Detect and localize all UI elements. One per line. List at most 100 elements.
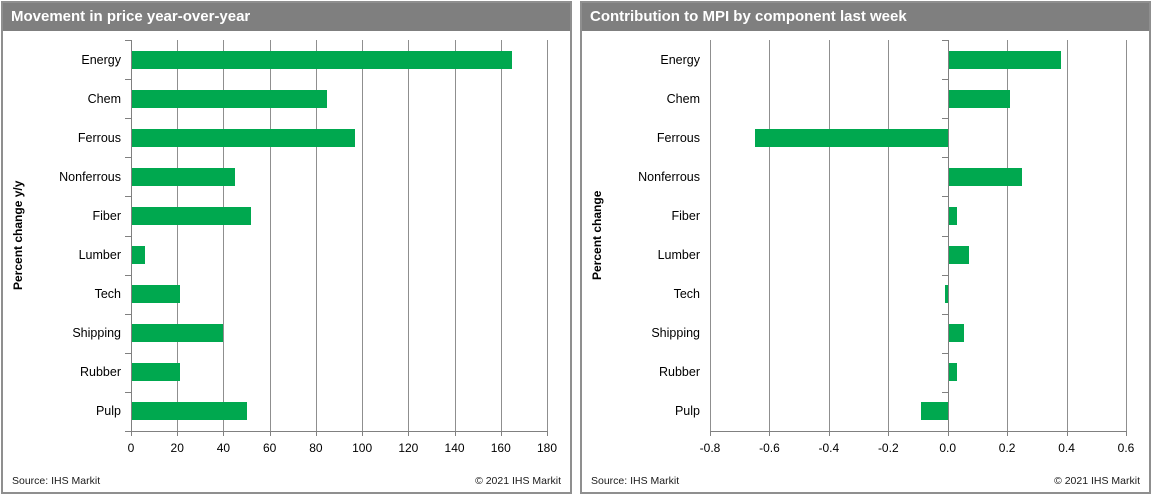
chart-area-price-yoy: Percent change y/y 0 20 40 60 80 100 120 140 160… [3, 31, 570, 461]
x-axis-tick [362, 431, 364, 436]
copyright-note: © 2021 IHS Markit [475, 475, 561, 487]
x-axis-tick [888, 431, 890, 436]
x-tick-label: -0.2 [877, 441, 899, 455]
chart-title: Contribution to MPI by component last we… [582, 3, 1149, 31]
category-axis-tick [125, 157, 131, 159]
category-label: Shipping [651, 326, 700, 341]
category-label: Fiber [92, 208, 121, 223]
gridline [223, 40, 225, 431]
bar-ferrous [131, 128, 356, 147]
x-tick-label: 160 [490, 441, 511, 455]
gridline [769, 40, 771, 431]
gridline [547, 40, 548, 431]
category-axis [131, 40, 132, 431]
category-axis-tick [125, 431, 131, 432]
category-label: Ferrous [656, 130, 700, 145]
category-axis-tick [125, 196, 131, 198]
category-label: Ferrous [77, 130, 121, 145]
chart-panel-price-yoy: Movement in price year-over-year Percent… [1, 1, 572, 494]
gridline [408, 40, 410, 431]
x-axis-tick [315, 431, 317, 436]
x-tick-label: 80 [309, 441, 323, 455]
gridline [828, 40, 830, 431]
x-tick-label: -0.8 [699, 441, 721, 455]
category-label: Shipping [72, 326, 121, 341]
x-tick-label: 120 [398, 441, 419, 455]
x-axis-tick [1007, 431, 1009, 436]
category-axis-tick [125, 313, 131, 315]
bar-rubber [947, 363, 957, 382]
x-axis-tick [500, 431, 502, 436]
category-label: Rubber [80, 365, 121, 380]
category-axis-tick [941, 235, 948, 237]
source-note: Source: IHS Markit [591, 475, 680, 487]
x-tick-label: 40 [216, 441, 231, 455]
x-axis-tick [828, 431, 830, 436]
category-label: Energy [660, 52, 700, 67]
x-axis-tick [454, 431, 456, 436]
gridline [177, 40, 179, 431]
category-label: Nonferrous [59, 169, 121, 184]
gridline [454, 40, 456, 431]
x-tick-label: 0.6 [1117, 441, 1135, 455]
bar-fiber [947, 206, 957, 225]
category-axis-tick [941, 391, 948, 393]
gridline [1066, 40, 1068, 431]
category-label: Chem [666, 91, 700, 106]
x-tick-label: 0 [127, 441, 135, 455]
gridline [269, 40, 271, 431]
category-label: Lumber [657, 248, 700, 263]
gridline [315, 40, 317, 431]
bar-pulp [131, 402, 247, 421]
category-axis [947, 40, 949, 431]
x-tick-label: 0.2 [998, 441, 1016, 455]
bar-ferrous [754, 128, 948, 147]
category-label: Nonferrous [638, 169, 700, 184]
plot-area: 0 20 40 60 80 100 120 140 160 180 [125, 40, 557, 455]
bar-tech [131, 285, 180, 304]
bar-tech [944, 285, 948, 304]
category-axis-tick [941, 196, 948, 198]
copyright-note: © 2021 IHS Markit [1054, 475, 1140, 487]
x-tick-label: 0.4 [1058, 441, 1075, 455]
bar-nonferrous [131, 167, 235, 186]
x-tick-label: 20 [170, 441, 184, 455]
category-axis-tick [125, 274, 131, 276]
gridline [500, 40, 502, 431]
bar-chem [131, 89, 328, 108]
chart-title: Movement in price year-over-year [3, 3, 570, 31]
category-label: Rubber [659, 365, 700, 380]
x-axis-tick [1066, 431, 1068, 436]
x-axis-tick [223, 431, 225, 436]
source-note: Source: IHS Markit [12, 475, 101, 487]
x-tick-label: -0.6 [759, 441, 780, 455]
category-label: Tech [94, 287, 121, 302]
x-tick-label: 140 [444, 441, 465, 455]
bar-chem [947, 89, 1011, 108]
x-axis-tick [947, 431, 949, 436]
x-tick-label: 60 [262, 441, 277, 455]
x-axis-tick [710, 431, 711, 436]
chart-area-mpi-contribution: Percent change -0.8 -0.6 -0.4 -0.2 0.0 0.2 0.4… [582, 31, 1149, 461]
bar-lumber [131, 246, 145, 265]
bar-fiber [131, 206, 252, 225]
category-label: Lumber [78, 248, 121, 263]
chart-panel-mpi-contribution: Contribution to MPI by component last we… [580, 1, 1151, 494]
category-axis-tick [125, 79, 131, 81]
category-axis-tick [941, 431, 948, 432]
bar-pulp [920, 402, 948, 421]
gridline [710, 40, 711, 431]
category-axis-tick [941, 118, 948, 120]
x-tick-label: 100 [352, 441, 373, 455]
bar-energy [131, 50, 513, 69]
gridline [1126, 40, 1127, 431]
gridline [1007, 40, 1009, 431]
bar-lumber [947, 246, 969, 265]
category-label: Pulp [674, 404, 700, 419]
category-axis-tick [125, 40, 131, 41]
bar-nonferrous [947, 167, 1022, 186]
category-axis-tick [941, 274, 948, 276]
category-label: Tech [673, 287, 700, 302]
x-axis-tick [547, 431, 548, 436]
category-axis-tick [941, 352, 948, 354]
